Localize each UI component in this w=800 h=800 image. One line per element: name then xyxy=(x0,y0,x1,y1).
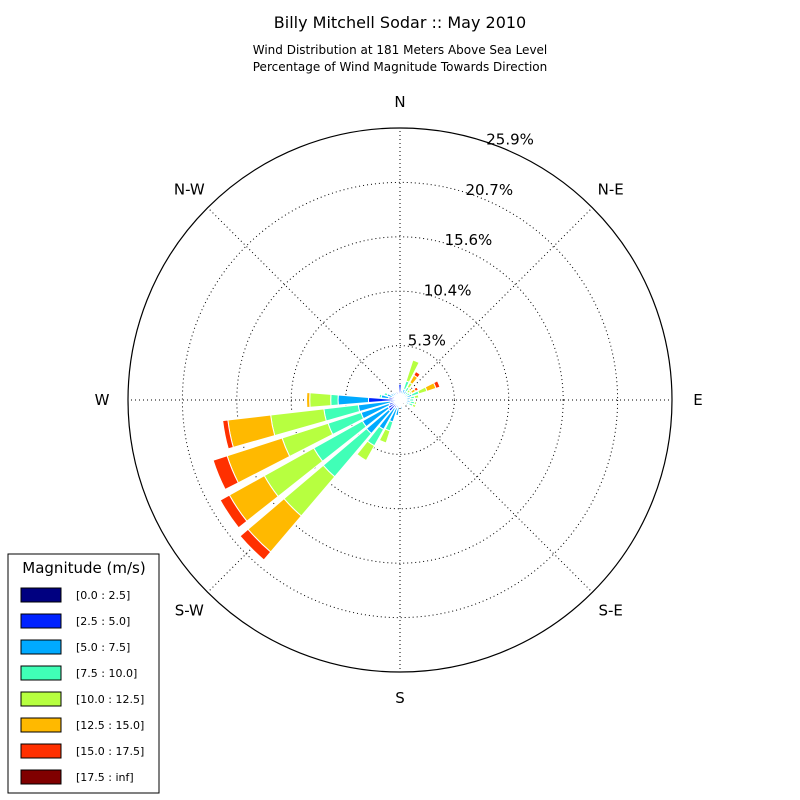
legend-label: [12.5 : 15.0] xyxy=(76,719,144,732)
wind-bar-segment xyxy=(378,393,383,399)
wind-bar-segment xyxy=(411,403,417,409)
wind-bar-segment xyxy=(330,393,339,407)
wind-bar-segment xyxy=(405,359,420,383)
polar-frame xyxy=(127,127,673,673)
grid-ring xyxy=(181,181,619,619)
legend-swatch xyxy=(20,665,62,681)
direction-label-s: S xyxy=(395,689,405,707)
wind-bar-segment xyxy=(212,455,239,491)
grid-ring xyxy=(236,236,564,564)
grid-ring xyxy=(345,345,455,455)
wind-bar-segment xyxy=(309,392,332,408)
wind-bar-segment xyxy=(413,394,420,399)
wind-bar-segment xyxy=(219,494,248,529)
direction-label-n-e: N-E xyxy=(598,180,624,198)
radial-tick-label: 20.7% xyxy=(465,181,513,199)
wind-bar-segment xyxy=(239,528,272,561)
wind-bar-segment xyxy=(413,386,420,392)
axis-labels: N N-E E S-E S S-W W N-W 5.3% 10.4% 15.6% 20.7% 25.9% xyxy=(95,93,703,707)
legend-label: [0.0 : 2.5] xyxy=(76,589,130,602)
chart-subtitle-line-1: Wind Distribution at 181 Meters Above Se… xyxy=(253,43,548,57)
wind-bar-segment xyxy=(378,428,391,444)
wind-bar-segment xyxy=(395,391,400,397)
direction-label-e: E xyxy=(693,391,702,409)
legend-swatch xyxy=(20,587,62,603)
grid-spoke xyxy=(207,207,401,401)
wind-bar-segment xyxy=(432,380,441,390)
wind-bar-segment xyxy=(413,401,418,406)
wind-bar-segment xyxy=(413,370,421,379)
legend-label: [15.0 : 17.5] xyxy=(76,745,144,758)
direction-label-s-w: S-W xyxy=(175,602,204,620)
legend-swatch xyxy=(20,717,62,733)
legend-title: Magnitude (m/s) xyxy=(22,559,145,577)
polar-grid xyxy=(128,128,672,672)
legend-label: [10.0 : 12.5] xyxy=(76,693,144,706)
legend-swatch xyxy=(20,691,62,707)
legend-label: [2.5 : 5.0] xyxy=(76,615,130,628)
wind-bar-segment xyxy=(356,440,376,462)
wind-bar-segment xyxy=(391,391,395,395)
wind-bar-segment xyxy=(306,391,311,409)
legend: Magnitude (m/s) [0.0 : 2.5] [2.5 : 5.0] [5… xyxy=(7,553,160,794)
wind-bar-segment xyxy=(400,405,404,410)
legend-swatch xyxy=(20,613,62,629)
legend-swatch xyxy=(20,743,62,759)
chart-title: Billy Mitchell Sodar :: May 2010 xyxy=(274,13,526,32)
radial-tick-label: 15.6% xyxy=(445,231,493,249)
wind-bar-segment xyxy=(222,419,234,450)
direction-label-s-e: S-E xyxy=(599,602,623,620)
wind-bar-segment xyxy=(404,402,409,406)
legend-items: [0.0 : 2.5] [2.5 : 5.0] [5.0 : 7.5] [7.5 : … xyxy=(20,587,144,785)
direction-label-n: N xyxy=(394,93,405,111)
radial-tick-label: 10.4% xyxy=(424,281,472,299)
legend-label: [7.5 : 10.0] xyxy=(76,667,137,680)
grid-spoke xyxy=(399,207,593,401)
legend-swatch xyxy=(20,639,62,655)
wind-bar-segment xyxy=(397,393,401,397)
radial-tick-label: 5.3% xyxy=(408,332,446,350)
wind-bar-segment xyxy=(383,391,389,397)
wind-bar-segment xyxy=(408,387,413,392)
legend-swatch xyxy=(20,769,62,785)
wind-bar-segment xyxy=(337,394,370,406)
direction-label-w: W xyxy=(95,391,110,409)
wind-bars xyxy=(212,359,441,561)
legend-label: [17.5 : inf] xyxy=(76,771,134,784)
chart-subtitle-line-2: Percentage of Wind Magnitude Towards Dir… xyxy=(253,60,547,74)
direction-label-n-w: N-W xyxy=(174,180,205,198)
radial-tick-label: 25.9% xyxy=(486,131,534,149)
legend-label: [5.0 : 7.5] xyxy=(76,641,130,654)
wind-bar-segment xyxy=(395,406,400,417)
grid-spoke xyxy=(399,399,593,593)
